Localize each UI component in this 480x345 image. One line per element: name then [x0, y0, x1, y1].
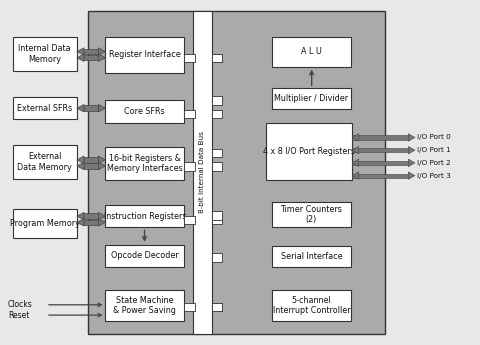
- Polygon shape: [77, 218, 84, 226]
- Bar: [84, 219, 98, 225]
- Text: I/O Port 2: I/O Port 2: [418, 160, 451, 166]
- Polygon shape: [98, 156, 106, 164]
- Bar: [184, 110, 194, 118]
- Text: External SFRs: External SFRs: [17, 104, 72, 112]
- Polygon shape: [408, 172, 415, 179]
- Bar: [12, 145, 77, 179]
- Text: State Machine
& Power Saving: State Machine & Power Saving: [113, 296, 176, 315]
- Bar: [106, 147, 184, 180]
- Bar: [352, 174, 409, 178]
- Bar: [84, 49, 98, 54]
- Bar: [272, 37, 351, 67]
- Text: Serial Interface: Serial Interface: [281, 252, 342, 261]
- Text: Multiplier / Divider: Multiplier / Divider: [275, 94, 348, 103]
- Polygon shape: [98, 218, 106, 226]
- Text: Instruction Registers: Instruction Registers: [104, 212, 186, 221]
- Bar: [212, 96, 222, 105]
- Bar: [212, 211, 222, 220]
- Text: I/O Port 0: I/O Port 0: [418, 135, 451, 140]
- Bar: [272, 202, 351, 227]
- Polygon shape: [98, 213, 106, 220]
- Bar: [12, 209, 77, 238]
- Bar: [212, 303, 222, 312]
- Bar: [106, 37, 184, 73]
- Bar: [184, 54, 194, 62]
- Text: Register Interface: Register Interface: [109, 50, 180, 59]
- Polygon shape: [98, 54, 106, 61]
- Text: 4 x 8 I/O Port Registers: 4 x 8 I/O Port Registers: [264, 147, 355, 156]
- Polygon shape: [352, 146, 359, 154]
- Text: 8-bit Internal Data Bus: 8-bit Internal Data Bus: [199, 131, 205, 214]
- Polygon shape: [77, 48, 84, 55]
- Polygon shape: [77, 162, 84, 170]
- Bar: [212, 216, 222, 224]
- Bar: [106, 290, 184, 321]
- Bar: [212, 54, 222, 62]
- Bar: [12, 97, 77, 119]
- Bar: [352, 135, 409, 139]
- Bar: [212, 149, 222, 157]
- Bar: [184, 216, 194, 224]
- Bar: [88, 11, 385, 334]
- Polygon shape: [98, 48, 106, 55]
- Bar: [84, 157, 98, 162]
- Text: Reset: Reset: [8, 310, 29, 319]
- Polygon shape: [352, 134, 359, 141]
- Bar: [184, 303, 194, 312]
- Bar: [352, 161, 409, 165]
- Bar: [192, 11, 212, 334]
- Text: Opcode Decoder: Opcode Decoder: [111, 251, 179, 260]
- Bar: [212, 303, 222, 312]
- Text: A L U: A L U: [301, 47, 322, 56]
- Bar: [106, 205, 184, 227]
- Text: 16-bit Registers &
Memory Interfaces: 16-bit Registers & Memory Interfaces: [107, 154, 182, 174]
- Bar: [84, 214, 98, 219]
- Polygon shape: [77, 213, 84, 220]
- Bar: [212, 254, 222, 262]
- Bar: [106, 245, 184, 267]
- Bar: [84, 55, 98, 60]
- Text: Core SFRs: Core SFRs: [124, 107, 165, 116]
- Bar: [84, 106, 98, 111]
- Text: I/O Port 3: I/O Port 3: [418, 172, 451, 179]
- Bar: [84, 163, 98, 169]
- Bar: [272, 88, 351, 109]
- Polygon shape: [98, 162, 106, 170]
- Bar: [12, 37, 77, 71]
- Polygon shape: [352, 172, 359, 179]
- Bar: [212, 54, 222, 62]
- Bar: [212, 110, 222, 118]
- Bar: [266, 124, 352, 180]
- Polygon shape: [77, 54, 84, 61]
- Polygon shape: [77, 156, 84, 164]
- Bar: [272, 290, 351, 321]
- Bar: [106, 100, 184, 123]
- Polygon shape: [408, 134, 415, 141]
- Text: 5-channel
Interrupt Controller: 5-channel Interrupt Controller: [273, 296, 350, 315]
- Text: I/O Port 1: I/O Port 1: [418, 147, 451, 153]
- Polygon shape: [408, 159, 415, 167]
- Text: External
Data Memory: External Data Memory: [17, 152, 72, 172]
- Polygon shape: [408, 146, 415, 154]
- Bar: [272, 246, 351, 267]
- Polygon shape: [77, 105, 84, 112]
- Text: Clocks: Clocks: [8, 300, 33, 309]
- Bar: [352, 148, 409, 152]
- Polygon shape: [98, 105, 106, 112]
- Bar: [212, 162, 222, 171]
- Text: Internal Data
Memory: Internal Data Memory: [18, 44, 71, 64]
- Polygon shape: [352, 159, 359, 167]
- Bar: [184, 162, 194, 171]
- Text: Timer Counters
(2): Timer Counters (2): [280, 205, 342, 224]
- Text: Program Memory: Program Memory: [10, 219, 80, 228]
